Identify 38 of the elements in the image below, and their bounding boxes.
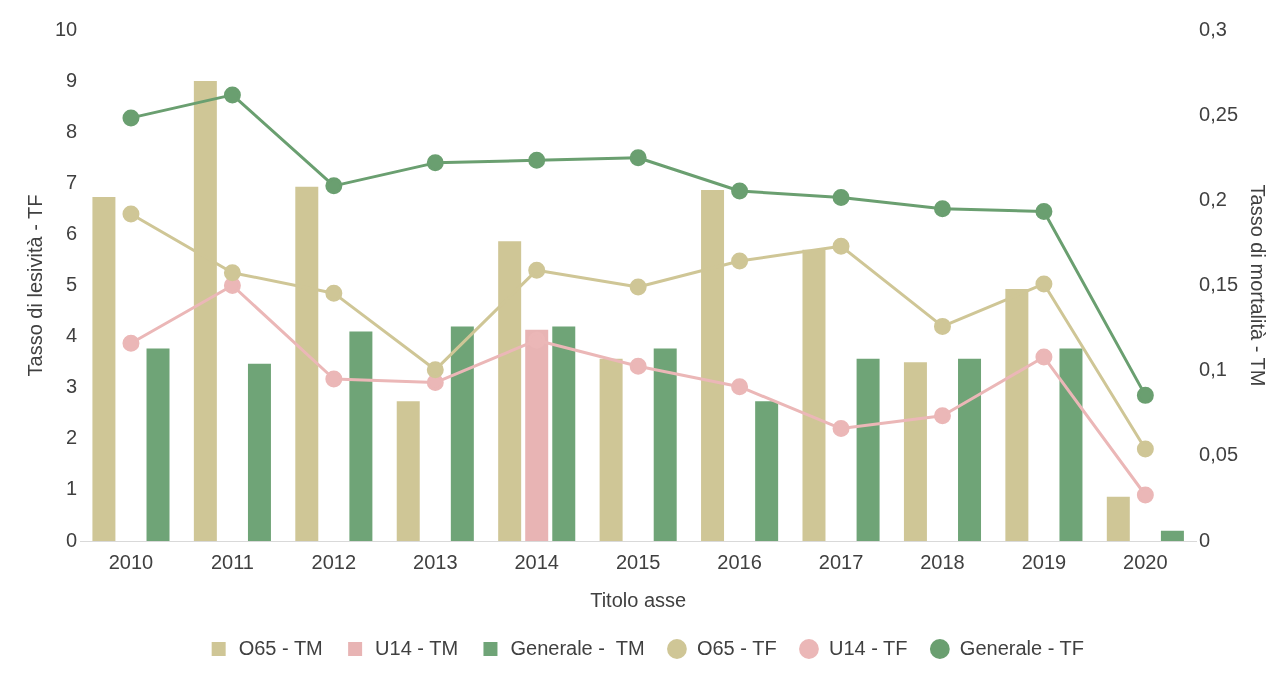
x-axis-title: Titolo asse (590, 588, 687, 611)
x-tick-label: 2015 (615, 550, 661, 573)
x-tick-label: 2019 (1021, 550, 1067, 573)
y2-tick-label: 0,1 (1199, 358, 1227, 381)
x-tick-label: 2016 (717, 550, 762, 573)
x-tick-label: 2017 (818, 550, 864, 573)
y-tick-label: 4 (66, 324, 78, 347)
y2-tick-label: 0,15 (1199, 273, 1239, 296)
y-tick-label: 0 (66, 528, 78, 551)
legend-label: U14 - TF (828, 636, 908, 659)
x-tick-label: 2013 (413, 550, 458, 573)
y-tick-label: 9 (66, 68, 78, 91)
y-tick-label: 2 (66, 426, 78, 449)
legend-label: Generale - TF (959, 636, 1084, 659)
y2-tick-label: 0,3 (1199, 17, 1227, 40)
legend-label: O65 - TM (238, 636, 323, 659)
y-tick-label: 10 (55, 17, 78, 40)
x-tick-label: 2010 (108, 550, 154, 573)
y2-tick-label: 0 (1199, 528, 1211, 551)
legend-label: Generale - TM (510, 636, 645, 659)
y2-tick-label: 0,2 (1199, 187, 1227, 210)
x-tick-label: 2011 (210, 550, 254, 573)
y-tick-label: 6 (66, 221, 78, 244)
y-tick-label: 5 (66, 273, 78, 296)
y-tick-label: 7 (66, 170, 78, 193)
legend-label: O65 - TF (696, 636, 777, 659)
legend-label: U14 - TM (375, 636, 459, 659)
y2-tick-label: 0,25 (1199, 102, 1239, 125)
y2-axis-title: Tasso di mortalità - TM (1247, 184, 1270, 387)
x-tick-label: 2020 (1123, 550, 1168, 573)
y-axis-title: Tasso di lesività - TF (23, 194, 46, 377)
y-tick-label: 1 (66, 477, 78, 500)
x-tick-label: 2012 (311, 550, 357, 573)
x-tick-label: 2014 (514, 550, 559, 573)
y-tick-label: 3 (66, 375, 78, 398)
y2-tick-label: 0,05 (1199, 443, 1239, 466)
x-tick-label: 2018 (920, 550, 965, 573)
y-tick-label: 8 (66, 119, 78, 142)
